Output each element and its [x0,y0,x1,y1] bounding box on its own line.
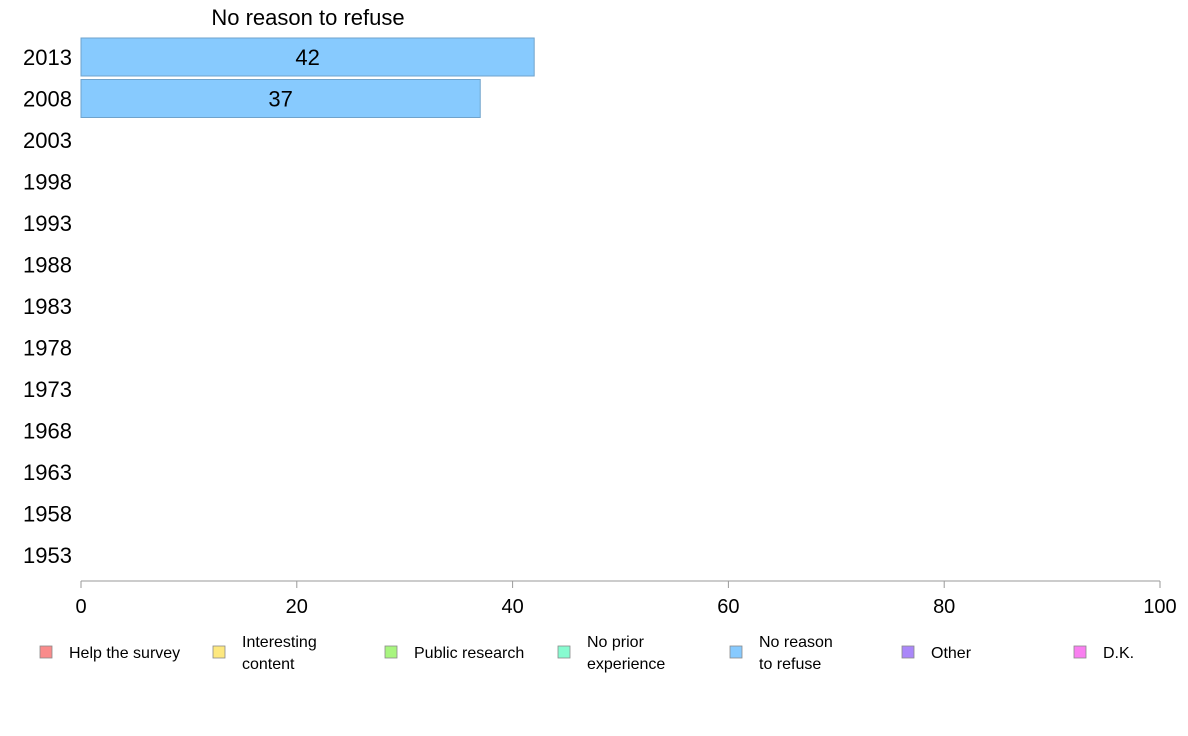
legend-label: content [242,656,295,673]
y-tick-label: 1983 [23,294,72,319]
legend-item: D.K. [1073,645,1134,662]
legend-item: Public research [384,645,524,662]
x-tick-label: 60 [717,596,739,618]
legend-swatch [1073,645,1087,659]
bar [80,79,481,118]
y-tick-label: 1998 [23,170,72,195]
legend-swatch [39,645,53,659]
legend-swatch [729,645,743,659]
legend-swatch [901,645,915,659]
legend-label: D.K. [1103,645,1134,662]
legend-label: to refuse [759,656,821,673]
legend-item: Interesting content [212,634,317,673]
y-tick-label: 1973 [23,377,72,402]
y-tick-label: 1993 [23,211,72,236]
x-tick-label: 100 [1143,596,1176,618]
legend-label: Other [931,645,972,662]
legend-label: Interesting [242,634,317,651]
y-tick-label: 1978 [23,336,72,361]
y-tick-label: 1988 [23,253,72,278]
x-axis: 0 20 40 60 80 100 [75,580,1177,618]
y-tick-label: 2008 [23,87,72,112]
bar [80,37,535,77]
chart-title: No reason to refuse [211,5,404,30]
y-tick-label: 1968 [23,419,72,444]
y-tick-label: 1958 [23,502,72,527]
legend-label: No reason [759,634,833,651]
x-tick-label: 20 [286,596,308,618]
legend-item: Help the survey [39,645,180,662]
y-axis-labels: 2013 2008 2003 1998 1993 1988 1983 1978 1973 1968… [23,45,72,568]
legend-item: No reason to refuse [729,634,833,673]
y-tick-label: 2013 [23,45,72,70]
y-tick-label: 2003 [23,128,72,153]
bar-value-label: 37 [268,87,292,112]
y-tick-label: 1953 [23,543,72,568]
legend-swatch [212,645,226,659]
legend-label: experience [587,656,665,673]
x-tick-label: 80 [933,596,955,618]
x-tick-label: 0 [75,596,86,618]
legend-item: No prior experience [557,634,665,673]
legend-swatch [557,645,571,659]
y-tick-label: 1963 [23,460,72,485]
legend-label: Help the survey [69,645,180,662]
bar-value-label: 42 [295,45,319,70]
legend-item: Other [901,645,972,662]
legend-label: Public research [414,645,524,662]
legend-swatch [384,645,398,659]
legend-label: No prior [587,634,645,651]
legend: Help the survey Interesting content Public … [39,634,1134,673]
x-tick-label: 40 [501,596,523,618]
